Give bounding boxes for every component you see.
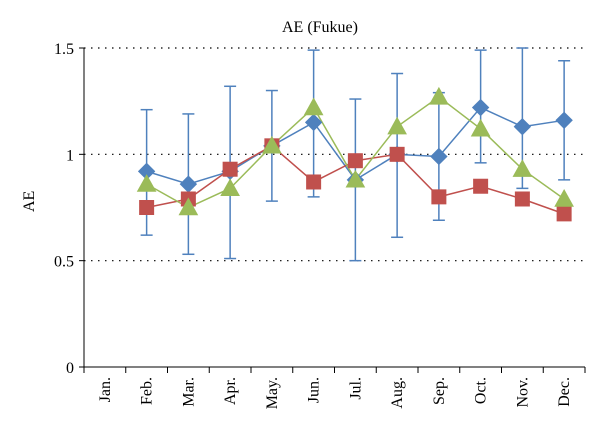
triangle-marker: [303, 97, 324, 116]
triangle-marker: [136, 174, 157, 192]
x-tick-labels: Jan. Feb. Mar. Apr. May. Jun. Jul. Aug. Sep. Oct.…: [97, 377, 573, 409]
triangle-marker: [470, 118, 491, 137]
x-tick-label: Dec.: [556, 377, 573, 407]
diamond-marker: [471, 98, 490, 117]
y-tick-label: 1: [66, 147, 74, 164]
square-marker: [222, 161, 238, 177]
x-tick-label: Nov.: [514, 377, 531, 408]
y-tick-label: 0.5: [54, 254, 74, 271]
square-marker: [389, 146, 405, 162]
gridlines: [84, 47, 585, 262]
x-tick-label: Oct.: [473, 377, 490, 404]
square-marker: [556, 206, 572, 222]
triangle-marker: [429, 86, 449, 105]
triangle-marker: [345, 169, 366, 188]
x-tick-label: Aug.: [389, 377, 406, 409]
y-tick-label: 1.5: [54, 41, 74, 58]
square-marker: [139, 200, 155, 215]
x-tick-label: Feb.: [139, 377, 156, 405]
axes: [79, 47, 586, 373]
diamond-marker: [555, 111, 573, 130]
triangle-marker: [220, 178, 240, 197]
square-marker: [306, 174, 322, 190]
y-tick-labels: 0 0.5 1 1.5: [54, 41, 74, 377]
series-markers: [136, 86, 574, 222]
triangle-marker: [512, 159, 533, 177]
x-tick-label: Apr.: [222, 377, 239, 405]
square-marker: [514, 191, 530, 207]
diamond-marker: [430, 147, 448, 166]
chart-title: AE (Fukue): [282, 19, 358, 36]
x-tick-label: Sep.: [431, 377, 448, 405]
x-tick-label: May.: [264, 377, 281, 409]
triangle-marker: [178, 197, 199, 216]
x-tick-label: Jul.: [347, 377, 364, 400]
x-tick-label: Jun.: [306, 377, 323, 403]
y-tick-label: 0: [66, 360, 74, 377]
x-tick-label: Mar.: [180, 377, 197, 407]
diamond-marker: [513, 117, 532, 136]
square-marker: [431, 189, 447, 205]
triangle-marker: [554, 188, 574, 207]
x-tick-label: Jan.: [97, 377, 114, 402]
diamond-marker: [304, 113, 323, 132]
square-marker: [347, 153, 363, 169]
square-marker: [473, 178, 489, 194]
diamond-marker: [179, 175, 198, 193]
triangle-marker: [262, 135, 282, 154]
triangle-marker: [387, 116, 407, 135]
